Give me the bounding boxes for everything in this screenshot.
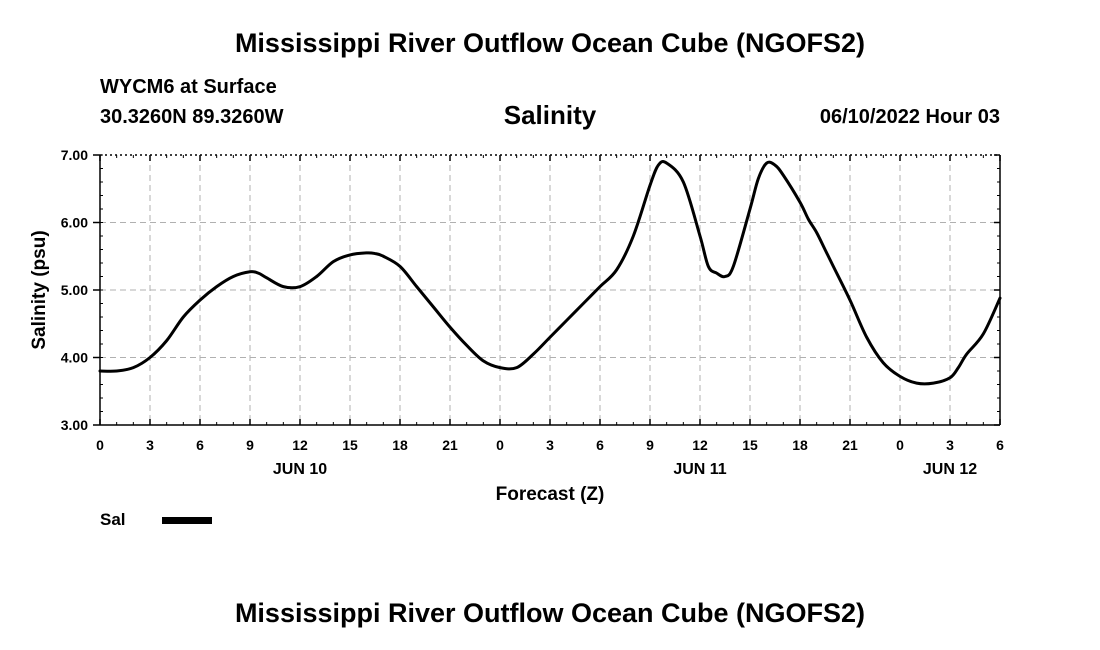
x-axis-label: Forecast (Z): [496, 484, 605, 505]
x-tick-label: 0: [96, 437, 104, 453]
x-tick-label: 18: [792, 437, 808, 453]
y-tick-label: 4.00: [61, 350, 88, 366]
station-coordinates: 30.3260N 89.3260W: [100, 106, 284, 128]
x-tick-label: 6: [196, 437, 204, 453]
x-tick-label: 3: [946, 437, 954, 453]
x-tick-label: 3: [146, 437, 154, 453]
day-label: JUN 12: [923, 461, 977, 478]
chart-main-title: Mississippi River Outflow Ocean Cube (NG…: [234, 28, 866, 58]
x-tick-label: 12: [292, 437, 308, 453]
x-tick-label: 0: [896, 437, 904, 453]
footer-title: Mississippi River Outflow Ocean Cube (NG…: [234, 598, 866, 628]
x-tick-label: 12: [692, 437, 708, 453]
x-tick-label: 6: [596, 437, 604, 453]
tick-labels: 0 3 6 9 12 15 18 21 0 3 6 9 12 15 18 21 0 3 6 3.00 4.00 5.00 6…: [29, 147, 1004, 505]
y-tick-label: 3.00: [61, 417, 88, 433]
x-tick-label: 15: [742, 437, 758, 453]
day-label: JUN 11: [673, 461, 726, 478]
x-tick-label: 9: [646, 437, 654, 453]
x-tick-label: 0: [496, 437, 504, 453]
axes: [93, 154, 1001, 426]
chart-subtitle: Salinity: [503, 100, 597, 130]
x-tick-label: 21: [842, 437, 858, 453]
station-label: WYCM6 at Surface: [100, 76, 277, 98]
legend-line-swatch: [162, 517, 212, 524]
x-tick-label: 18: [392, 437, 408, 453]
y-axis-label: Salinity (psu): [29, 230, 50, 349]
day-label: JUN 10: [273, 461, 327, 478]
y-tick-label: 6.00: [61, 215, 88, 231]
x-tick-label: 21: [442, 437, 458, 453]
x-tick-label: 6: [996, 437, 1004, 453]
grid-lines: [100, 155, 1000, 425]
y-tick-label: 5.00: [61, 282, 88, 298]
x-tick-label: 15: [342, 437, 358, 453]
series-line-sal: [98, 160, 1002, 386]
x-tick-label: 9: [246, 437, 254, 453]
forecast-datetime: 06/10/2022 Hour 03: [819, 106, 1000, 128]
y-tick-label: 7.00: [61, 147, 88, 163]
series-layer: [98, 160, 1002, 386]
x-tick-label: 3: [546, 437, 554, 453]
legend-label: Sal: [100, 510, 126, 529]
